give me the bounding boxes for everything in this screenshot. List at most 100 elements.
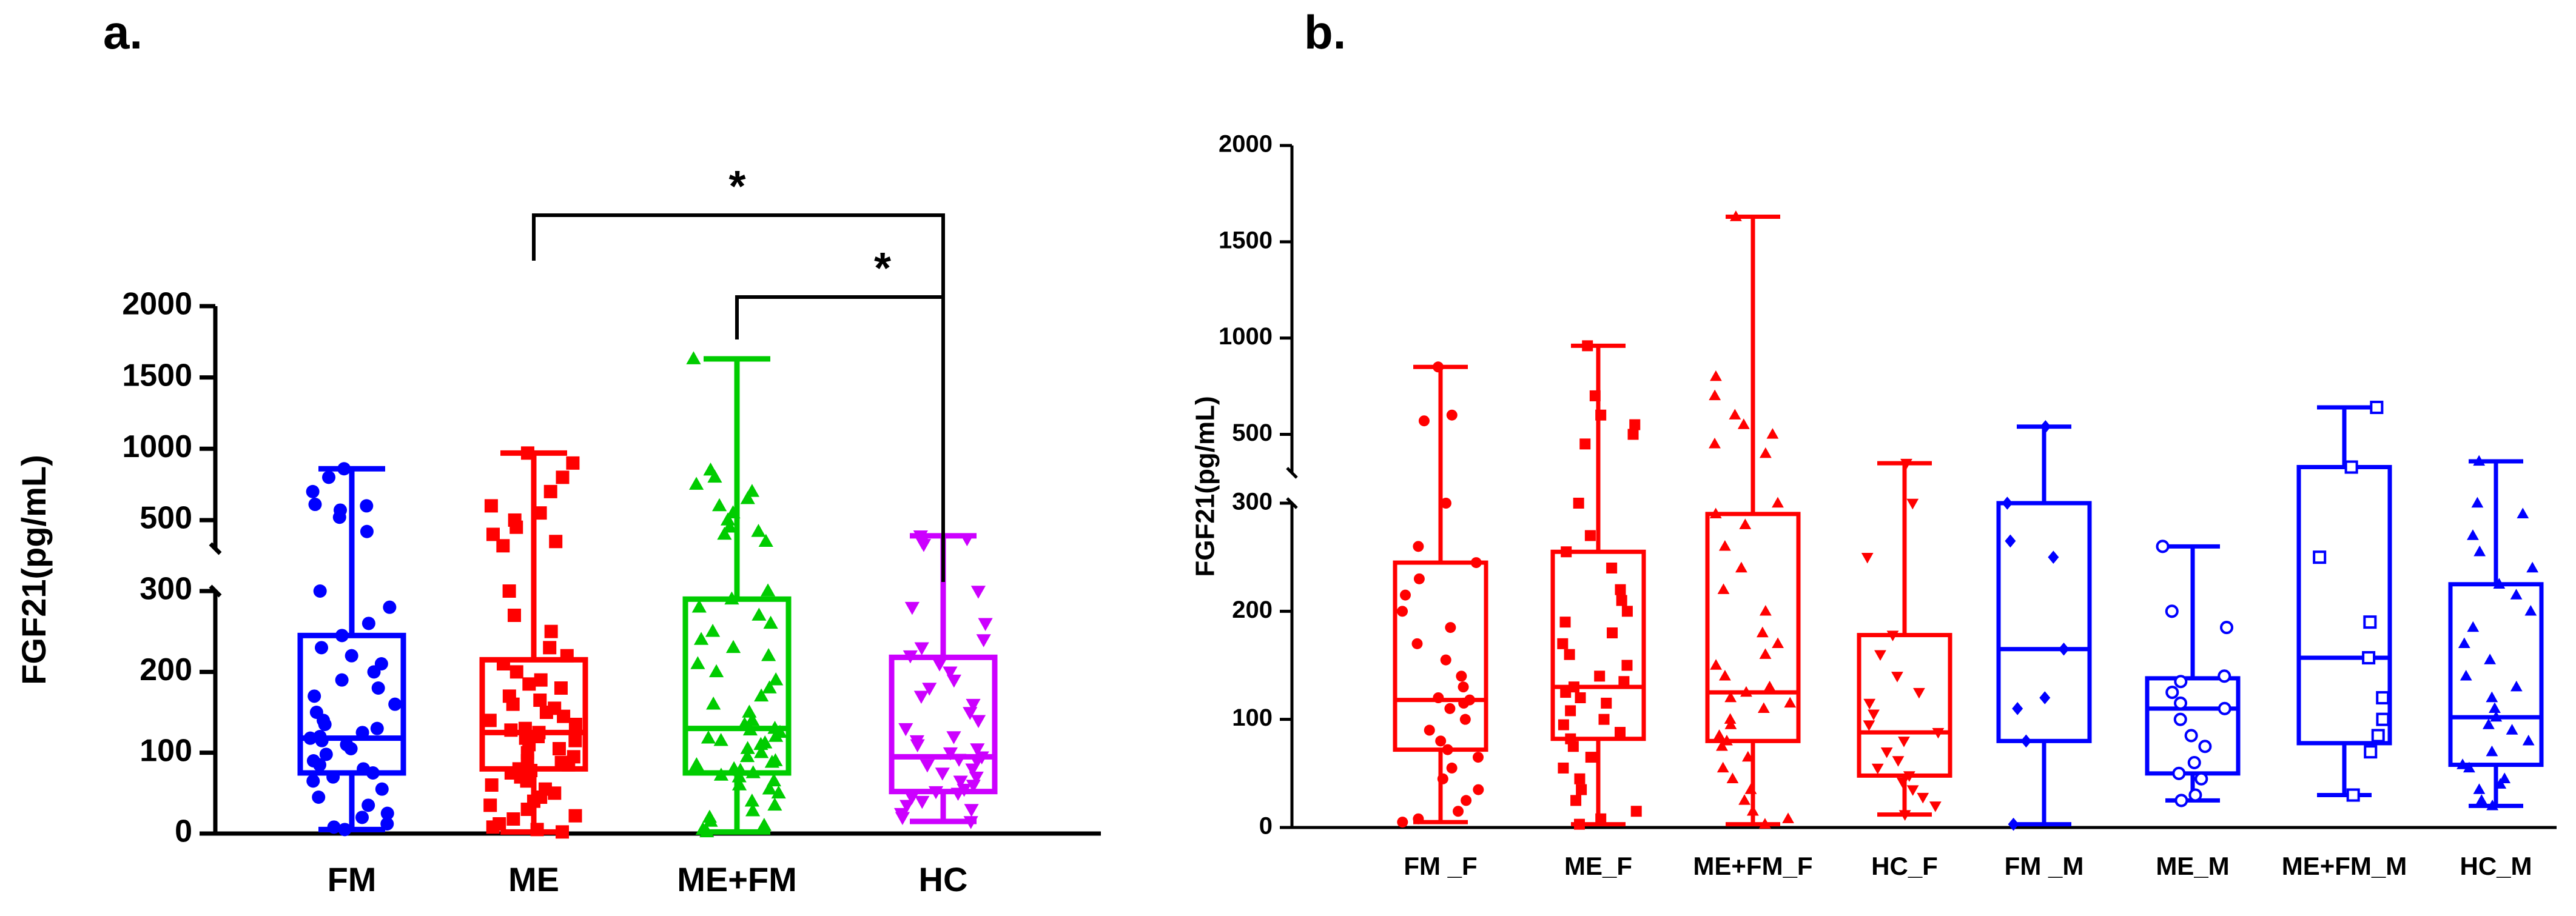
y-tick-label: 1000 [122,429,192,464]
data-point [1896,777,1909,789]
data-point [763,615,778,629]
data-point [1585,752,1596,763]
data-point [1719,669,1731,681]
data-point [702,809,717,823]
data-point [725,505,741,518]
axis-break-mark [209,542,222,555]
data-point [914,536,930,549]
data-point [970,586,986,599]
data-point [1739,518,1752,529]
data-point [731,777,747,791]
data-point [1744,783,1757,794]
data-point [898,723,913,737]
data-point [717,526,732,540]
data-point [703,462,718,476]
data-point [2344,460,2358,474]
data-point [2172,766,2186,780]
data-point [2486,745,2498,757]
data-point [915,795,930,809]
data-point [1444,703,1456,714]
data-point [1616,595,1627,606]
data-point [1456,670,1467,682]
data-point [978,618,993,631]
data-point [963,816,978,829]
data-point [713,733,728,746]
data-point [1737,418,1750,429]
data-point [745,765,761,778]
data-point [1573,818,1585,830]
data-point [496,539,510,553]
data-point [334,503,348,517]
data-point [2218,669,2231,683]
data-point [935,767,950,781]
data-point [534,673,548,687]
data-point [1903,771,1915,782]
y-axis-label: FGF21(pg/mL) [1191,396,1220,577]
data-point [751,524,766,537]
data-point [2218,701,2231,715]
data-point [1433,692,1444,703]
data-point [2165,604,2179,618]
data-point [313,584,327,598]
box-group-me-fm-m [2296,400,2392,802]
data-point [548,701,562,715]
data-point [1564,649,1575,660]
data-point [762,781,777,795]
data-point [1741,751,1754,762]
data-point [1863,698,1876,710]
x-tick-label: ME_M [2156,852,2229,880]
data-point [943,747,958,761]
data-point [2467,621,2480,632]
data-point [362,617,375,630]
x-tick-label: ME_F [1564,852,1632,880]
data-point [705,624,721,637]
data-point [340,738,354,752]
y-tick-label: 200 [140,652,192,687]
box [2145,676,2241,776]
data-point [1618,676,1630,687]
data-point [1573,498,1584,509]
data-point [2058,642,2070,656]
data-point [1861,552,1874,564]
data-point [904,792,920,805]
data-point [1932,727,1945,739]
data-point [1718,540,1731,551]
data-point [2463,761,2475,773]
data-point [952,754,967,767]
data-point [727,761,742,775]
data-point [1565,733,1576,744]
data-point [2493,578,2506,589]
data-point [319,747,333,761]
y-tick-label: 100 [140,733,192,768]
x-tick-label: ME [508,860,559,898]
data-point [543,484,557,498]
data-point [701,730,716,744]
data-point [374,657,388,670]
data-point [1886,630,1899,641]
panel-label: b. [1304,5,1347,59]
data-point [1740,686,1752,697]
data-point [1397,817,1408,828]
data-point [1575,692,1586,703]
data-point [1709,438,1721,449]
data-point [1717,761,1729,773]
data-point [745,712,760,726]
data-point [909,735,924,749]
data-point [309,706,323,719]
data-point [722,520,737,533]
data-point [1784,697,1797,708]
data-point [2473,455,2486,466]
y-tick-label: 500 [1232,420,1273,446]
data-point [966,698,981,712]
data-point [754,745,769,758]
data-point [1582,340,1593,352]
data-point [2040,420,2051,433]
data-point [2156,540,2170,553]
data-point [2510,680,2523,692]
data-point [766,773,781,787]
data-point [2376,690,2390,705]
data-point [1756,626,1769,638]
box-group-fm-f [1393,361,1488,828]
box [2296,464,2392,746]
data-point [943,666,958,680]
